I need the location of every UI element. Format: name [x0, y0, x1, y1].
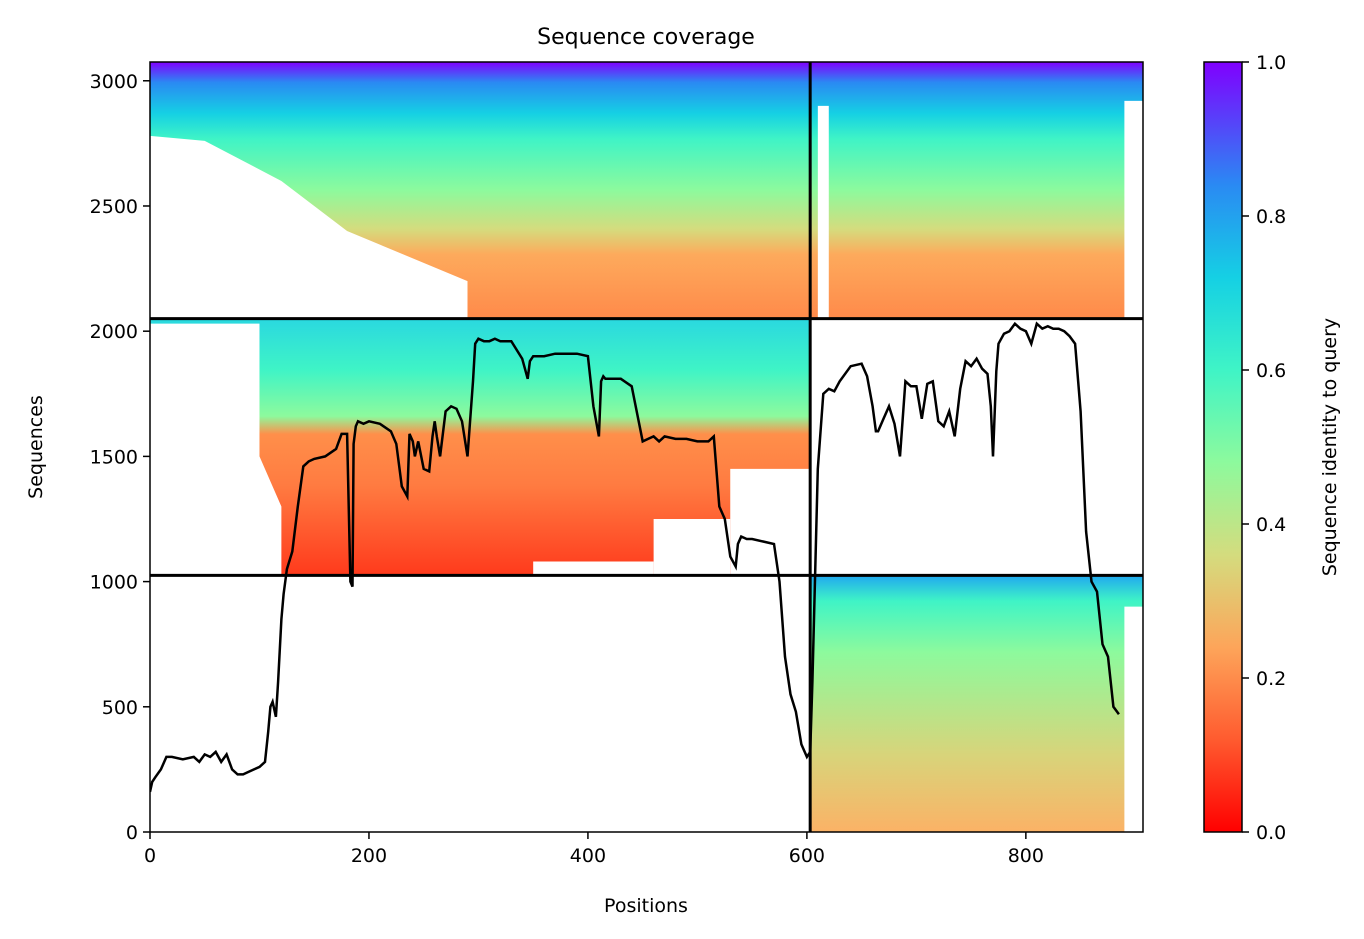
y-tick-label: 1500: [90, 446, 138, 468]
colorbar-tick-label: 0.2: [1256, 668, 1286, 690]
y-tick-label: 2000: [90, 321, 138, 343]
colorbar-tick-label: 0.6: [1256, 360, 1286, 382]
y-tick-label: 500: [102, 697, 138, 719]
gap-region: [1124, 606, 1143, 832]
colorbar-tick-label: 0.0: [1256, 822, 1286, 844]
y-tick-label: 3000: [90, 71, 138, 93]
chart-title: Sequence coverage: [537, 25, 755, 50]
plot-area: [150, 62, 1143, 832]
x-axis-label: Positions: [604, 895, 688, 917]
msa-gap-shapes: [150, 100, 1143, 832]
msa-block-chain-B-only: [810, 575, 1143, 832]
colorbar-tick-label: 0.4: [1256, 514, 1286, 536]
colorbar-label: Sequence identity to query: [1319, 318, 1341, 576]
colorbar-tick-label: 0.8: [1256, 206, 1286, 228]
x-tick-label: 800: [1008, 845, 1044, 867]
x-axis: 0 200 400 600 800: [144, 832, 1044, 867]
coverage-line: [150, 321, 1120, 793]
y-tick-label: 0: [126, 822, 138, 844]
y-tick-label: 1000: [90, 572, 138, 594]
block-boundaries: [150, 62, 1143, 832]
gap-region: [1124, 100, 1143, 319]
gap-region: [150, 135, 468, 319]
colorbar: [1203, 61, 1243, 833]
gap-region: [653, 518, 731, 576]
x-tick-label: 600: [789, 845, 825, 867]
msa-blocks: [150, 62, 1143, 832]
gap-region: [730, 468, 811, 576]
gap-region: [150, 323, 282, 576]
colorbar-tick-label: 1.0: [1256, 52, 1286, 74]
gap-region: [533, 561, 654, 576]
y-axis: 0 500 1000 1500 2000 2500 3000: [90, 71, 150, 844]
y-tick-label: 2500: [90, 196, 138, 218]
gap-region: [817, 105, 829, 319]
x-tick-label: 400: [570, 845, 606, 867]
y-axis-label: Sequences: [25, 395, 47, 499]
x-tick-label: 0: [144, 845, 156, 867]
x-tick-label: 200: [351, 845, 387, 867]
colorbar-ticks: 0.0 0.2 0.4 0.6 0.8 1.0: [1242, 52, 1286, 844]
plot-frame: [149, 61, 1144, 833]
